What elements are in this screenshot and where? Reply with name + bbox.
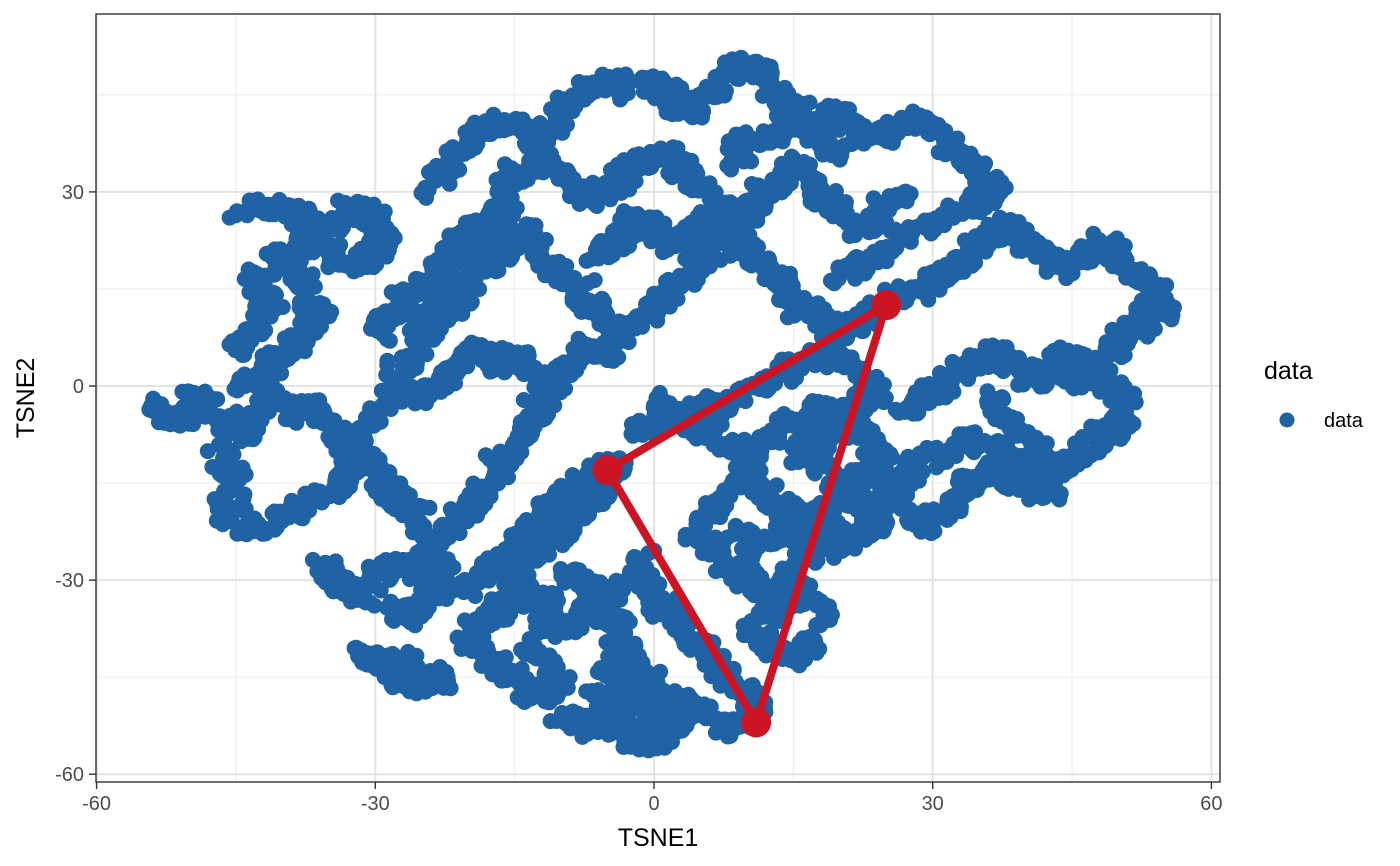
data-point [1021,366,1038,383]
data-point [762,134,779,151]
data-point [204,405,221,422]
data-point [896,183,913,200]
data-point [421,499,438,516]
data-point [330,192,346,209]
data-point [683,526,700,543]
data-point [599,352,616,369]
data-point [237,378,254,394]
data-point [263,284,280,301]
data-point [933,122,950,139]
data-point [236,366,253,383]
data-point [571,195,588,212]
data-point [500,469,516,486]
data-point [378,366,395,383]
data-point [616,86,633,103]
data-point [313,570,330,586]
data-point [376,203,393,220]
data-point [634,69,651,86]
data-point [684,179,701,196]
data-point [543,390,560,407]
data-point [320,428,337,445]
data-point [764,428,781,445]
data-point [323,237,340,253]
data-point [658,104,675,121]
data-point [945,435,962,452]
data-point [841,228,858,244]
data-point [768,107,785,124]
data-point [385,598,402,614]
data-point [743,176,760,192]
data-point [492,443,509,460]
data-point [1119,335,1136,352]
data-point [274,256,291,273]
data-point [887,475,904,492]
data-point [958,468,975,485]
data-point [743,153,760,170]
data-point [1010,349,1027,366]
data-point [299,313,316,330]
data-point [230,419,247,436]
data-point [388,554,405,571]
data-point [586,272,603,289]
data-point [285,346,302,363]
data-point [743,475,760,492]
data-point [304,400,321,417]
data-point [409,544,426,561]
data-point [514,111,531,128]
data-point [367,468,384,485]
data-point [798,114,815,131]
data-point [896,403,913,420]
data-point [432,518,449,535]
data-point [181,387,198,404]
data-point [407,508,424,525]
data-point [831,151,848,168]
data-point [257,525,274,542]
data-point [952,503,969,520]
data-point [766,176,783,193]
data-point [477,447,494,464]
data-point [407,617,424,634]
data-point [238,526,255,543]
data-point [1030,462,1047,479]
data-point [956,232,973,249]
data-point [351,247,368,264]
data-point [247,265,264,282]
data-point [1027,248,1044,265]
data-point [215,450,231,467]
data-point [896,116,913,133]
data-point [342,478,358,495]
data-point [1011,226,1028,242]
data-point [570,330,587,347]
data-point [199,443,216,460]
data-point [865,190,882,207]
data-point [318,487,335,504]
data-point [869,470,886,487]
data-point [379,352,396,369]
data-point [223,508,240,525]
data-point [221,209,238,226]
data-point [768,477,785,494]
data-point [283,216,300,233]
data-point [241,324,258,340]
data-point [928,459,945,476]
data-point [365,259,382,276]
data-point [211,465,228,482]
data-point [831,268,848,284]
data-point [347,197,364,214]
data-point [376,669,393,686]
data-point [274,299,291,315]
data-point [256,196,273,213]
